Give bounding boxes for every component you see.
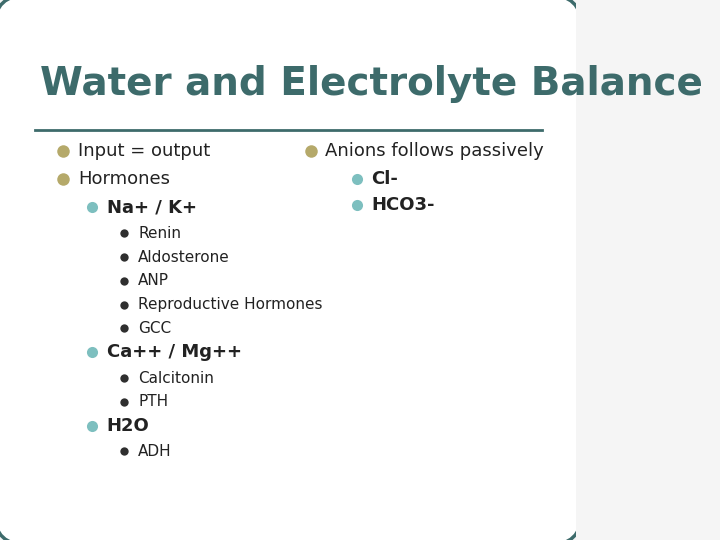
Text: Water and Electrolyte Balance: Water and Electrolyte Balance [40,65,703,103]
Text: PTH: PTH [138,394,168,409]
Text: Na+ / K+: Na+ / K+ [107,198,197,217]
Text: ADH: ADH [138,444,172,459]
Text: ANP: ANP [138,273,169,288]
Text: Ca++ / Mg++: Ca++ / Mg++ [107,343,242,361]
Text: Aldosterone: Aldosterone [138,249,230,265]
Text: Calcitonin: Calcitonin [138,370,214,386]
Text: Anions follows passively: Anions follows passively [325,142,544,160]
Text: H2O: H2O [107,416,149,435]
FancyBboxPatch shape [0,0,582,540]
Text: GCC: GCC [138,321,171,336]
Text: HCO3-: HCO3- [372,196,435,214]
Text: Reproductive Hormones: Reproductive Hormones [138,297,323,312]
Text: Renin: Renin [138,226,181,241]
Text: Hormones: Hormones [78,170,170,188]
Text: Input = output: Input = output [78,142,210,160]
Text: Cl-: Cl- [372,170,398,188]
